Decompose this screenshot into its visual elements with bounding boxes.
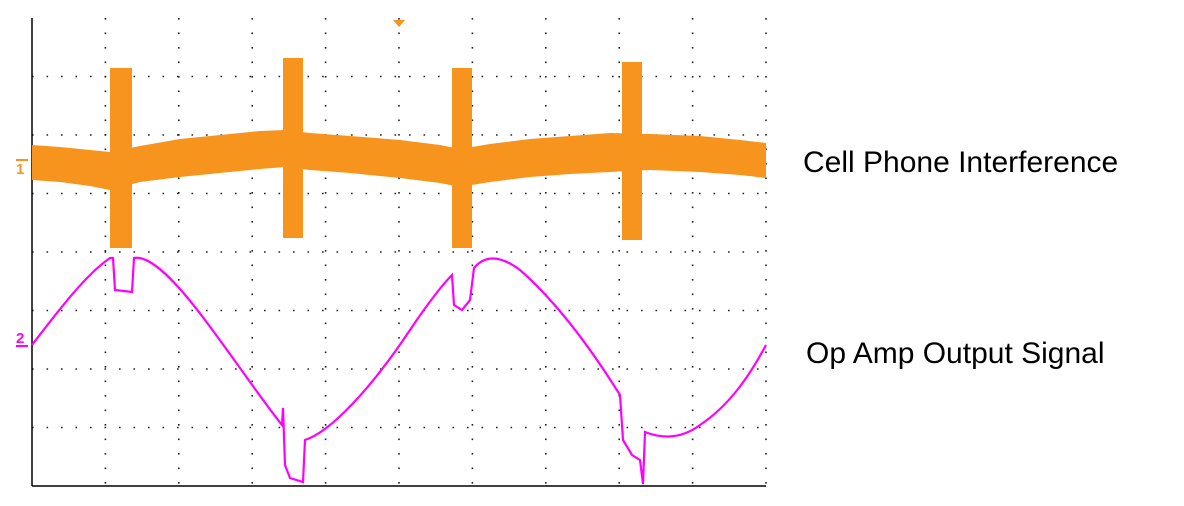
trigger-marker <box>393 20 405 27</box>
burst <box>110 68 132 248</box>
output-trace <box>31 256 767 485</box>
trace-label: Op Amp Output Signal <box>806 337 1105 370</box>
burst <box>283 58 303 238</box>
burst <box>452 68 472 248</box>
trace-label: Cell Phone Interference <box>803 146 1118 179</box>
noise-band <box>32 130 766 190</box>
grid <box>31 18 767 487</box>
burst <box>622 62 642 240</box>
channel-marker: 1 <box>16 161 24 178</box>
channel-marker: 2 <box>16 330 24 347</box>
interference-trace <box>32 58 766 248</box>
